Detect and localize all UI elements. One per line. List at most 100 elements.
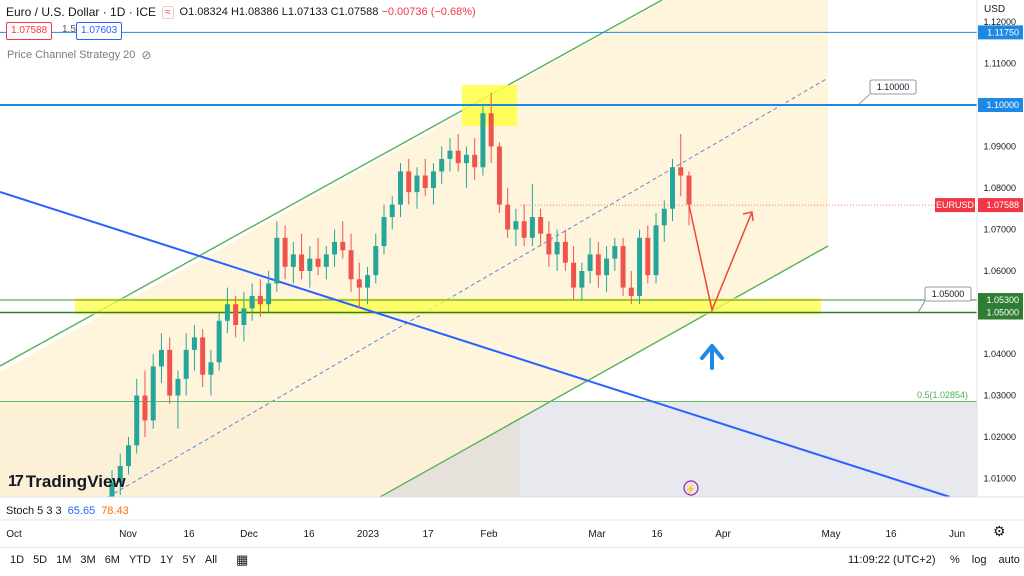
stoch-legend[interactable]: Stoch 5 3 3 65.65 78.43 (6, 505, 129, 517)
candle-45 (480, 105, 486, 176)
candle-body (125, 445, 131, 467)
candle-body (562, 241, 568, 263)
candle-body (571, 262, 577, 288)
up-arrow-icon (700, 344, 724, 370)
clock[interactable]: 11:09:22 (UTC+2) (848, 554, 936, 566)
ohlc-high: H1.08386 (230, 6, 279, 18)
range-1d[interactable]: 1D (10, 554, 25, 566)
scale-auto[interactable]: auto (998, 554, 1020, 566)
y-tick-label: 1.04000 (983, 349, 1016, 359)
candle-body (109, 482, 115, 500)
y-tick-label: 1.11000 (984, 59, 1016, 69)
calendar-icon[interactable]: ▦ (236, 552, 249, 567)
callout-label: 1.10000 (877, 82, 910, 92)
candle-body (463, 154, 469, 164)
callout-line (857, 93, 871, 106)
candle-19 (266, 271, 272, 313)
candle-63 (628, 271, 634, 305)
candle-body (191, 337, 197, 350)
buy-button[interactable]: 1.07603 (76, 22, 123, 40)
candle-body (224, 304, 230, 321)
price-chart[interactable]: ⚡ 1.10000 1.05000 0.5(1.02854) 1.12000 1.1100… (0, 0, 1024, 547)
market-status-icon[interactable]: ≈ (162, 5, 174, 19)
candle-body (430, 171, 436, 188)
candle-4 (142, 370, 148, 437)
tradingview-logo[interactable]: 17 TradingView (8, 472, 126, 492)
candle-body (529, 217, 535, 238)
candle-20 (274, 221, 280, 292)
candle-16 (241, 291, 247, 342)
scale-options: % log auto (950, 554, 1020, 566)
scale-log[interactable]: log (971, 554, 987, 566)
scale-percent[interactable]: % (950, 554, 960, 566)
candle-69 (678, 134, 684, 197)
candle-body (513, 221, 519, 230)
candle-body (505, 204, 511, 230)
price-badge-bg (978, 25, 1023, 40)
price-badge-bg (978, 293, 1023, 308)
candle-body (447, 150, 453, 159)
candle-35 (398, 163, 403, 218)
range-all[interactable]: All (204, 554, 218, 566)
candle-body (472, 154, 478, 168)
callout-box (924, 286, 972, 302)
candle-14 (224, 287, 230, 334)
candle-49 (513, 208, 519, 247)
candle-18 (257, 279, 263, 317)
candle-34 (389, 196, 395, 230)
sell-button[interactable]: 1.07588 (6, 22, 53, 40)
candle-body (637, 237, 643, 296)
candle-body (241, 308, 247, 325)
candle-body (612, 246, 618, 259)
candle-body (628, 287, 634, 296)
candle-body (373, 246, 379, 276)
strategy-legend[interactable]: Price Channel Strategy 20 ⊘ (7, 48, 151, 62)
candle-body (653, 225, 659, 276)
candle-body (661, 208, 667, 226)
candle-68 (670, 158, 676, 222)
candle-13 (216, 312, 222, 371)
candle-body (348, 250, 354, 280)
range-ytd[interactable]: YTD (128, 554, 151, 566)
range-1y[interactable]: 1Y (159, 554, 174, 566)
chart-header: Euro / U.S. Dollar · 1D · ICE ≈ O1.08324… (6, 5, 476, 19)
candle-54 (554, 229, 560, 271)
range-3m[interactable]: 3M (80, 554, 96, 566)
candle-8 (175, 370, 181, 429)
range-5d[interactable]: 5D (33, 554, 48, 566)
candle-25 (315, 237, 321, 276)
channel-mid-line (107, 77, 829, 498)
currency-label[interactable]: USD (984, 4, 1006, 15)
candle-body (307, 258, 313, 271)
candle-9 (183, 333, 189, 396)
price-badge-label: 1.05300 (986, 295, 1019, 305)
candle-58 (587, 237, 593, 284)
candle-6 (158, 333, 164, 384)
candle-50 (521, 204, 527, 247)
y-tick-label: 1.07000 (983, 225, 1016, 235)
candle-3 (134, 378, 140, 454)
time-range-selector: 1D 5D 1M 3M 6M YTD 1Y 5Y All (10, 554, 217, 566)
candle-body (200, 337, 206, 375)
candle-43 (463, 146, 469, 188)
candle-31 (365, 266, 371, 305)
x-tick-label: Feb (480, 529, 498, 540)
range-1m[interactable]: 1M (56, 554, 72, 566)
range-5y[interactable]: 5Y (182, 554, 196, 566)
channel-lower-line (379, 245, 829, 498)
candle-body (175, 378, 181, 396)
candle-body (257, 295, 263, 305)
candle-body (538, 217, 544, 234)
y-tick-label: 1.03000 (983, 391, 1016, 401)
candle-61 (612, 237, 618, 271)
eye-hidden-icon[interactable]: ⊘ (141, 48, 152, 62)
candle-37 (414, 167, 420, 209)
candle-body (579, 271, 585, 288)
gear-icon[interactable]: ⚙ (993, 523, 1006, 539)
range-6m[interactable]: 6M (104, 554, 120, 566)
symbol-title[interactable]: Euro / U.S. Dollar · 1D · ICE (6, 5, 157, 19)
candle-body (183, 349, 189, 379)
candle-41 (447, 138, 453, 172)
candle-body (167, 349, 173, 396)
candle-body (249, 295, 255, 309)
